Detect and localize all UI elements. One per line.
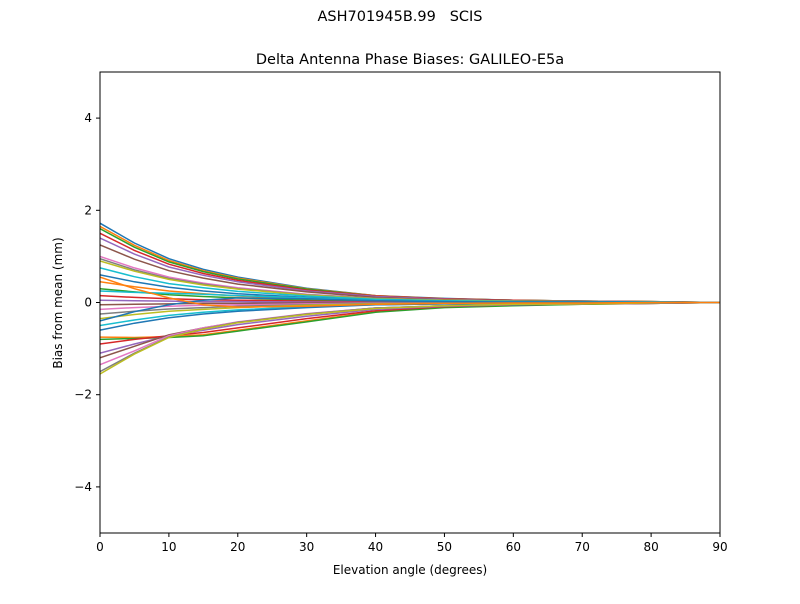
y-tick-label: 2 [84,203,92,217]
series-line-28 [100,301,720,375]
x-axis: 0 10 20 30 40 50 60 70 80 90 [96,533,728,554]
x-tick-label: 60 [506,540,521,554]
x-tick-label: 90 [712,540,727,554]
x-axis-label: Elevation angle (degrees) [333,563,487,577]
x-tick-label: 30 [299,540,314,554]
series-line-31 [100,276,720,308]
y-tick-label: 0 [84,296,92,310]
x-tick-label: 70 [575,540,590,554]
series-line-30 [100,297,720,322]
y-axis-label: Bias from mean (mm) [51,237,65,368]
figure-suptitle: ASH701945B.99 SCIS [317,9,483,25]
series-line-1 [100,225,720,304]
series-lines [100,222,720,375]
chart-title: Delta Antenna Phase Biases: GALILEO-E5a [256,52,564,68]
y-tick-label: −2 [74,388,92,402]
y-tick-label: 4 [84,111,92,125]
x-tick-label: 0 [96,540,104,554]
x-tick-label: 40 [368,540,383,554]
y-axis: −4 −2 0 2 4 [74,111,100,494]
x-tick-label: 10 [161,540,176,554]
x-tick-label: 20 [230,540,245,554]
x-tick-label: 80 [643,540,658,554]
y-tick-label: −4 [74,480,92,494]
x-tick-label: 50 [437,540,452,554]
